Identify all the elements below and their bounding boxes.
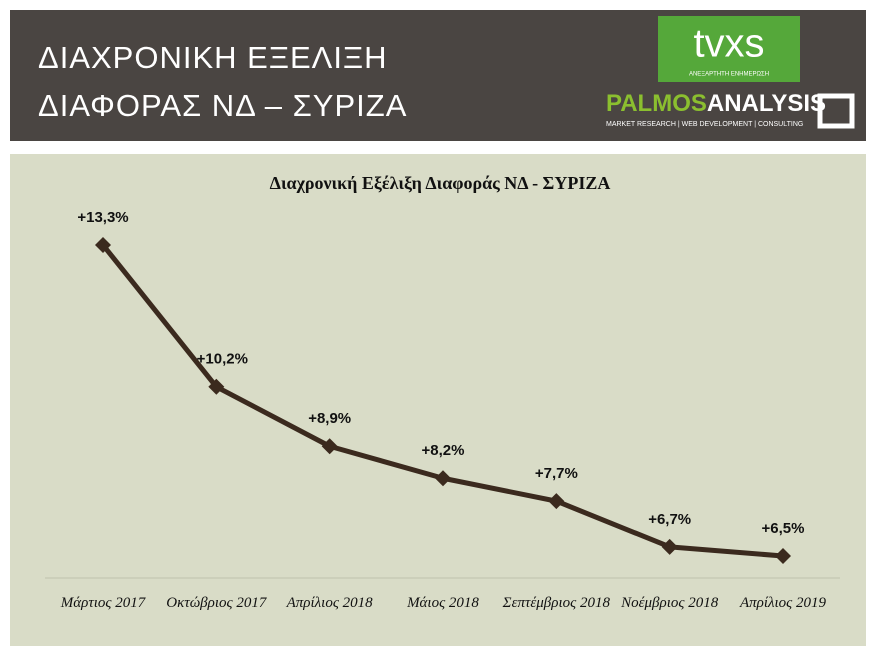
marker bbox=[208, 378, 225, 395]
chart-title: Διαχρονική Εξέλιξη Διαφοράς ΝΔ - ΣΥΡΙΖΑ bbox=[270, 173, 611, 194]
x-tick-label: Απρίλιος 2018 bbox=[286, 595, 373, 611]
data-label: +6,5% bbox=[762, 520, 805, 537]
data-label: +8,9% bbox=[308, 410, 351, 427]
logo-palmos: PALMOSANALYSIS bbox=[606, 90, 826, 117]
logo-tagline: ΑΝΕΞΑΡΤΗΤΗ ΕΝΗΜΕΡΩΣΗ bbox=[689, 72, 769, 78]
x-tick-label: Απρίλιος 2019 bbox=[739, 595, 827, 611]
marker bbox=[661, 538, 678, 555]
data-label: +7,7% bbox=[535, 465, 578, 482]
data-label: +8,2% bbox=[422, 442, 465, 459]
logo-square bbox=[817, 93, 855, 129]
logo-palmos-b: ANALYSIS bbox=[707, 90, 826, 117]
data-label: +13,3% bbox=[77, 209, 128, 226]
marker bbox=[775, 548, 791, 564]
marker bbox=[435, 470, 451, 487]
logo-palmos-a: PALMOS bbox=[606, 90, 707, 117]
marker bbox=[321, 438, 338, 455]
plot-background bbox=[10, 154, 866, 646]
x-tick-label: Νοέμβριος 2018 bbox=[621, 595, 719, 611]
logo-tvxs: tvxs bbox=[693, 22, 764, 66]
x-tick-label: Οκτώβριος 2017 bbox=[166, 595, 267, 611]
marker bbox=[548, 493, 565, 510]
data-label: +6,7% bbox=[648, 511, 691, 528]
marker bbox=[95, 237, 111, 253]
header-title: ΔΙΑΦΟΡΑΣ ΝΔ – ΣΥΡΙΖΑ bbox=[38, 88, 407, 123]
x-tick-label: Σεπτέμβριος 2018 bbox=[502, 595, 610, 611]
data-label: +10,2% bbox=[197, 351, 248, 368]
header-title: ΔΙΑΧΡΟΝΙΚΗ ΕΞΕΛΙΞΗ bbox=[38, 40, 388, 75]
x-tick-label: Μάρτιος 2017 bbox=[60, 595, 146, 611]
x-tick-label: Μάιος 2018 bbox=[407, 595, 479, 611]
logo-tvxs-box bbox=[658, 16, 800, 82]
logo-tagline: MARKET RESEARCH | WEB DEVELOPMENT | CONS… bbox=[606, 121, 803, 128]
